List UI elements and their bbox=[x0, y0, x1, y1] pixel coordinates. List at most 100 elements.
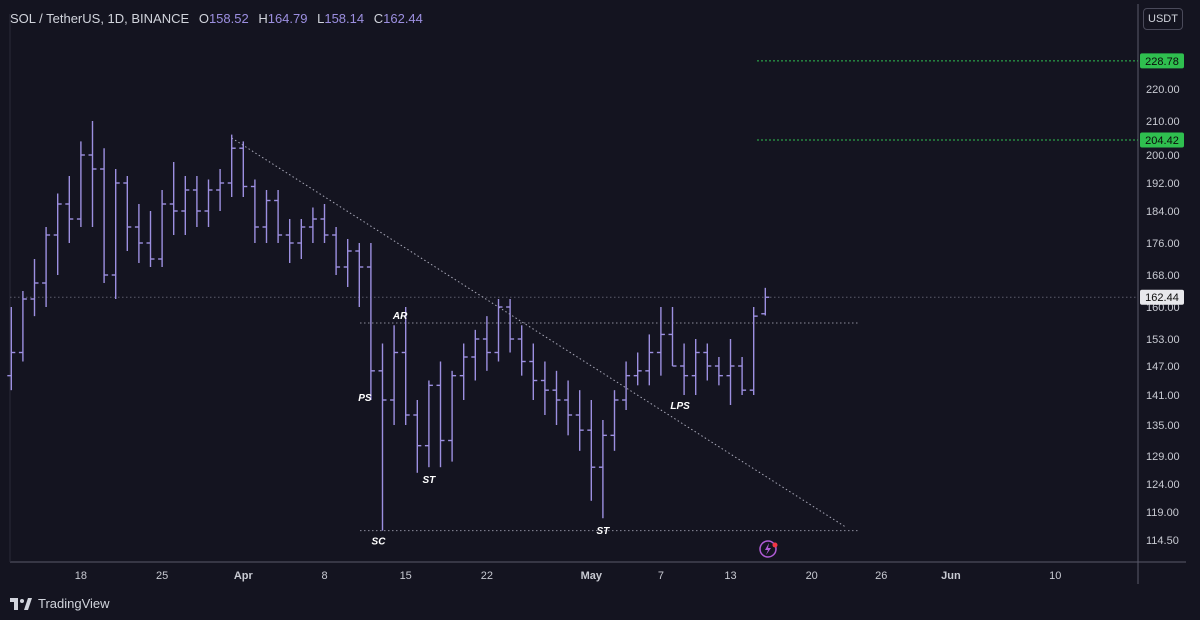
x-tick-label: 26 bbox=[875, 570, 887, 582]
ohlc-bar[interactable] bbox=[111, 169, 120, 299]
ohlc-bar[interactable] bbox=[749, 307, 758, 395]
ohlc-bar[interactable] bbox=[332, 227, 341, 275]
ohlc-bar[interactable] bbox=[471, 329, 480, 381]
target-price-label: 228.78 bbox=[1145, 56, 1179, 68]
ohlc-bar[interactable] bbox=[459, 343, 468, 401]
ohlc-bar[interactable] bbox=[297, 219, 306, 259]
ohlc-bar[interactable] bbox=[598, 420, 607, 519]
high-label: H bbox=[258, 11, 268, 26]
ohlc-bar[interactable] bbox=[564, 380, 573, 436]
low-value: 158.14 bbox=[324, 11, 365, 26]
ohlc-bar[interactable] bbox=[76, 141, 85, 227]
current-price-label: 162.44 bbox=[1145, 292, 1179, 304]
ohlc-bar[interactable] bbox=[482, 316, 491, 371]
ohlc-bar[interactable] bbox=[192, 176, 201, 227]
ohlc-bar[interactable] bbox=[691, 339, 700, 395]
ohlc-bar[interactable] bbox=[575, 390, 584, 451]
ohlc-bar[interactable] bbox=[587, 400, 596, 501]
ohlc-bar[interactable] bbox=[424, 380, 433, 468]
ohlc-bar[interactable] bbox=[169, 162, 178, 235]
high-value: 164.79 bbox=[267, 11, 308, 26]
y-tick-label: 129.00 bbox=[1146, 451, 1180, 463]
ohlc-bar[interactable] bbox=[42, 227, 51, 307]
ohlc-bar[interactable] bbox=[285, 219, 294, 263]
x-tick-label: 8 bbox=[321, 570, 327, 582]
ohlc-bar[interactable] bbox=[680, 343, 689, 396]
ohlc-bar[interactable] bbox=[7, 307, 16, 391]
ohlc-bar[interactable] bbox=[622, 361, 631, 411]
ohlc-bar[interactable] bbox=[65, 176, 74, 243]
ohlc-bar[interactable] bbox=[216, 169, 225, 211]
ohlc-bar[interactable] bbox=[88, 121, 97, 227]
ohlc-bar[interactable] bbox=[390, 325, 399, 425]
target-price-label: 204.42 bbox=[1145, 135, 1179, 147]
target-price-label-bg bbox=[1140, 53, 1184, 69]
y-tick-label: 168.00 bbox=[1146, 270, 1180, 282]
symbol-title[interactable]: SOL / TetherUS, 1D, BINANCE bbox=[10, 11, 190, 26]
y-tick-label: 124.00 bbox=[1146, 479, 1180, 491]
ohlc-bar[interactable] bbox=[645, 334, 654, 386]
x-tick-label: May bbox=[581, 570, 603, 582]
ohlc-bar[interactable] bbox=[552, 370, 561, 425]
ohlc-bar[interactable] bbox=[401, 307, 410, 425]
alert-lightning-icon[interactable] bbox=[759, 540, 777, 558]
ohlc-bar[interactable] bbox=[703, 343, 712, 381]
ohlc-bar[interactable] bbox=[227, 134, 236, 197]
ohlc-bar[interactable] bbox=[529, 343, 538, 401]
ohlc-bar[interactable] bbox=[262, 190, 271, 243]
trendline bbox=[231, 137, 847, 528]
ohlc-bar[interactable] bbox=[517, 325, 526, 376]
ohlc-bar[interactable] bbox=[53, 193, 62, 276]
x-tick-label: 25 bbox=[156, 570, 168, 582]
y-tick-label: 220.00 bbox=[1146, 84, 1180, 96]
x-tick-label: 18 bbox=[75, 570, 87, 582]
symbol-header: SOL / TetherUS, 1D, BINANCE O158.52 H164… bbox=[10, 11, 423, 26]
ohlc-bar[interactable] bbox=[668, 307, 677, 367]
ohlc-bar[interactable] bbox=[343, 239, 352, 287]
ohlc-bar[interactable] bbox=[366, 243, 375, 400]
y-tick-label: 160.00 bbox=[1146, 302, 1180, 314]
ohlc-bar[interactable] bbox=[633, 352, 642, 386]
ohlc-bar[interactable] bbox=[355, 243, 364, 307]
ohlc-bar[interactable] bbox=[726, 339, 735, 405]
y-tick-label: 200.00 bbox=[1146, 150, 1180, 162]
currency-button[interactable]: USDT bbox=[1143, 8, 1183, 30]
ohlc-bar[interactable] bbox=[738, 357, 747, 395]
annotation-label: ST bbox=[423, 475, 437, 486]
ohlc-bar[interactable] bbox=[610, 390, 619, 451]
y-tick-label: 147.00 bbox=[1146, 361, 1180, 373]
ohlc-bar[interactable] bbox=[320, 204, 329, 243]
ohlc-bar[interactable] bbox=[146, 211, 155, 267]
ohlc-bar[interactable] bbox=[181, 176, 190, 235]
y-tick-label: 210.00 bbox=[1146, 116, 1180, 128]
ohlc-bar[interactable] bbox=[134, 204, 143, 263]
ohlc-bar[interactable] bbox=[274, 190, 283, 243]
open-label: O bbox=[198, 11, 209, 26]
ohlc-bar[interactable] bbox=[378, 343, 387, 531]
ohlc-bar[interactable] bbox=[308, 207, 317, 244]
ohlc-bar[interactable] bbox=[100, 148, 109, 283]
ohlc-bar[interactable] bbox=[714, 357, 723, 386]
annotation-label: LPS bbox=[670, 401, 690, 412]
ohlc-bar[interactable] bbox=[494, 299, 503, 362]
ohlc-bar[interactable] bbox=[123, 176, 132, 251]
ohlc-bar[interactable] bbox=[204, 179, 213, 228]
ohlc-bar[interactable] bbox=[158, 190, 167, 267]
ohlc-bar[interactable] bbox=[250, 179, 259, 244]
notification-dot bbox=[772, 542, 778, 548]
ohlc-bar[interactable] bbox=[413, 400, 422, 473]
ohlc-bar[interactable] bbox=[30, 259, 39, 317]
ohlc-bar[interactable] bbox=[540, 361, 549, 416]
annotation-label: ST bbox=[597, 526, 611, 537]
ohlc-bar[interactable] bbox=[761, 287, 770, 316]
close-value: 162.44 bbox=[383, 11, 423, 26]
ohlc-bar[interactable] bbox=[506, 299, 515, 353]
ohlc-bar[interactable] bbox=[448, 370, 457, 462]
ohlc-bar[interactable] bbox=[436, 361, 445, 468]
ohlc-bar[interactable] bbox=[239, 141, 248, 197]
y-tick-label: 153.00 bbox=[1146, 334, 1180, 346]
ohlc-bar[interactable] bbox=[18, 291, 27, 362]
x-tick-label: Jun bbox=[941, 570, 961, 582]
ohlc-bar[interactable] bbox=[656, 307, 665, 376]
